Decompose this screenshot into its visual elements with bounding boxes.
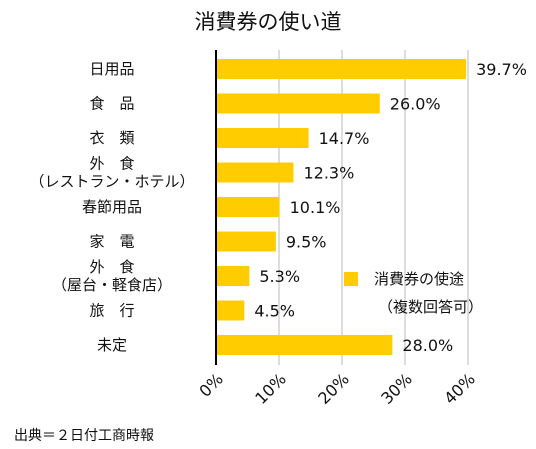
value-label: 9.5% [286,233,327,252]
x-tick-labels: 0% 10% 20% 30% 40% [195,369,478,408]
legend: 消費券の使途 （複数回答可） [344,270,483,316]
category-label: 食 品 [89,95,134,113]
bar [216,231,276,252]
value-label: 39.7% [476,60,527,79]
value-label: 12.3% [303,164,354,183]
x-tick-label: 10% [251,369,290,408]
category-label: 外 食 [89,155,134,173]
category-label: （屋台・軽食店） [52,276,172,294]
value-label: 28.0% [402,336,453,355]
category-label: 春節用品 [82,198,142,216]
bar [216,93,380,114]
x-tick-label: 0% [195,369,226,400]
bar [216,266,250,286]
x-tick-label: 30% [377,369,416,408]
legend-note: （複数回答可） [378,298,483,316]
category-label: 外 食 [89,258,134,276]
bars [216,59,467,355]
bar [216,162,294,183]
value-labels: 39.7% 26.0% 14.7% 12.3% 10.1% 9.5% 5.3% 4.5% 28.… [254,60,527,355]
bar [216,197,280,217]
bar [216,59,467,79]
chart-title: 消費券の使い道 [195,10,342,34]
legend-label: 消費券の使途 [374,270,464,288]
category-label: 家 電 [89,233,134,251]
category-label: （レストラン・ホテル） [29,173,194,191]
bar [216,128,309,148]
category-label: 未定 [97,336,127,354]
value-label: 4.5% [254,302,295,321]
category-label: 衣 類 [89,129,134,147]
bar [216,335,393,355]
category-label: 日用品 [89,60,134,78]
value-label: 26.0% [390,95,441,114]
value-label: 14.7% [319,129,370,148]
category-label: 旅 行 [89,302,134,320]
bar [216,300,245,321]
value-label: 5.3% [259,267,300,286]
x-tick-label: 20% [314,369,353,408]
value-label: 10.1% [290,198,341,217]
x-tick-label: 40% [440,369,479,408]
legend-swatch [344,272,358,286]
source-note: 出典＝２日付工商時報 [14,428,154,444]
